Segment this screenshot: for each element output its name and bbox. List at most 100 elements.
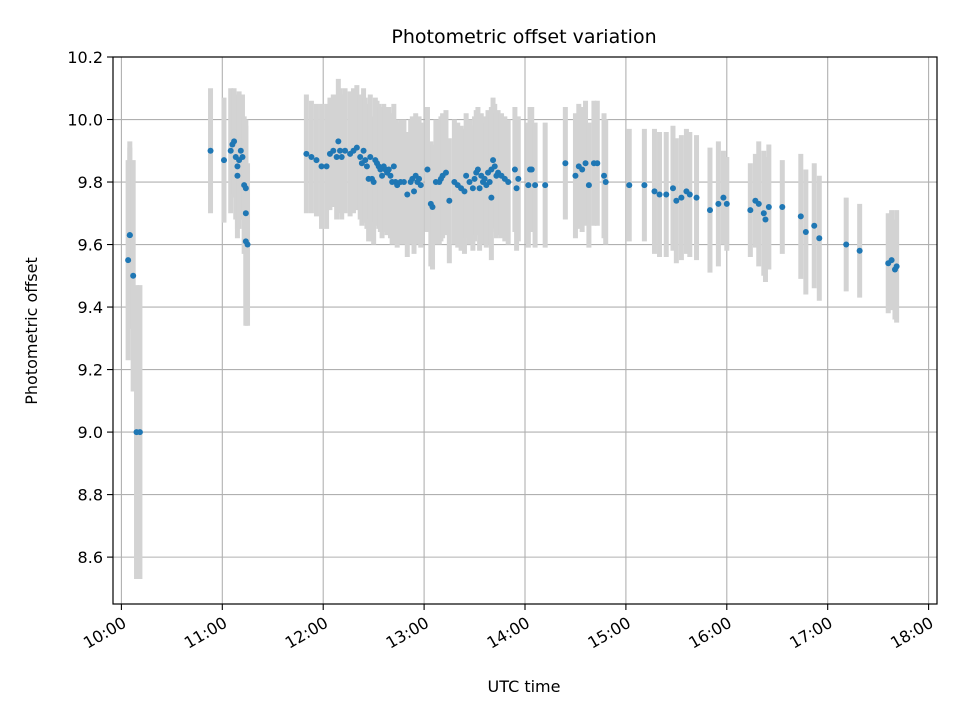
- data-point: [693, 194, 700, 201]
- data-point: [463, 172, 470, 179]
- data-point: [585, 182, 592, 189]
- data-point: [370, 179, 377, 186]
- y-tick-label: 9.4: [78, 298, 103, 317]
- data-point: [416, 175, 423, 182]
- data-point: [323, 163, 330, 170]
- data-point: [816, 235, 823, 242]
- data-point: [136, 429, 143, 436]
- y-tick-label: 8.8: [78, 486, 103, 505]
- data-point: [446, 197, 453, 204]
- data-point: [360, 147, 367, 154]
- data-point: [313, 157, 320, 164]
- data-point: [337, 147, 344, 154]
- data-point: [130, 272, 137, 279]
- data-point: [207, 147, 214, 154]
- data-point: [308, 154, 315, 161]
- data-point: [424, 166, 431, 173]
- data-point: [888, 257, 895, 264]
- data-point: [706, 207, 713, 214]
- data-point: [237, 147, 244, 154]
- y-axis: 8.6 8.8 9.0 9.2 9.4 9.6 9.8 10.0 10.2: [67, 48, 113, 567]
- data-point: [404, 191, 411, 198]
- y-tick-label: 9.8: [78, 173, 103, 192]
- data-point: [513, 185, 520, 192]
- data-point: [125, 257, 132, 264]
- data-point: [747, 207, 754, 214]
- data-point: [802, 229, 809, 236]
- data-point: [562, 160, 569, 167]
- data-point: [602, 179, 609, 186]
- data-point: [491, 163, 498, 170]
- data-point: [723, 200, 730, 207]
- data-point: [532, 182, 539, 189]
- data-point: [481, 175, 488, 182]
- data-point: [244, 241, 251, 248]
- point-layer: [125, 138, 900, 436]
- data-point: [673, 197, 680, 204]
- data-point: [429, 204, 436, 211]
- data-point: [656, 191, 663, 198]
- data-point: [678, 194, 685, 201]
- data-point: [362, 157, 369, 164]
- data-point: [353, 144, 360, 151]
- data-point: [231, 138, 238, 145]
- data-point: [856, 247, 863, 254]
- data-point: [400, 179, 407, 186]
- data-point: [572, 172, 579, 179]
- data-point: [641, 182, 648, 189]
- data-point: [385, 166, 392, 173]
- y-tick-label: 9.0: [78, 423, 103, 442]
- data-point: [515, 175, 522, 182]
- y-tick-label: 10.0: [67, 111, 103, 130]
- data-point: [242, 210, 249, 217]
- data-point: [227, 147, 234, 154]
- data-point: [363, 163, 370, 170]
- data-point: [686, 191, 693, 198]
- data-point: [511, 166, 518, 173]
- data-point: [486, 179, 493, 186]
- x-axis-label: UTC time: [488, 677, 561, 696]
- data-point: [330, 147, 337, 154]
- data-point: [762, 216, 769, 223]
- y-tick-label: 10.2: [67, 48, 103, 67]
- data-point: [720, 194, 727, 201]
- data-point: [594, 160, 601, 167]
- data-point: [488, 194, 495, 201]
- data-point: [715, 200, 722, 207]
- data-point: [893, 263, 900, 270]
- data-point: [582, 160, 589, 167]
- data-point: [466, 179, 473, 186]
- data-point: [490, 157, 497, 164]
- data-point: [843, 241, 850, 248]
- data-point: [379, 172, 386, 179]
- data-point: [234, 172, 241, 179]
- y-tick-label: 8.6: [78, 548, 103, 567]
- data-point: [335, 138, 342, 145]
- data-point: [417, 182, 424, 189]
- data-point: [525, 182, 532, 189]
- data-point: [669, 185, 676, 192]
- data-point: [760, 210, 767, 217]
- data-point: [579, 166, 586, 173]
- data-point: [474, 166, 481, 173]
- data-point: [239, 154, 246, 161]
- data-point: [542, 182, 549, 189]
- data-point: [626, 182, 633, 189]
- data-point: [338, 154, 345, 161]
- data-point: [528, 166, 535, 173]
- y-tick-label: 9.6: [78, 236, 103, 255]
- data-point: [811, 222, 818, 229]
- data-point: [367, 154, 374, 161]
- y-axis-label: Photometric offset: [22, 257, 41, 405]
- data-point: [797, 213, 804, 220]
- data-point: [601, 172, 608, 179]
- data-point: [342, 147, 349, 154]
- data-point: [387, 172, 394, 179]
- data-point: [126, 232, 133, 239]
- data-point: [234, 163, 241, 170]
- data-point: [390, 163, 397, 170]
- data-point: [220, 157, 227, 164]
- data-point: [476, 185, 483, 192]
